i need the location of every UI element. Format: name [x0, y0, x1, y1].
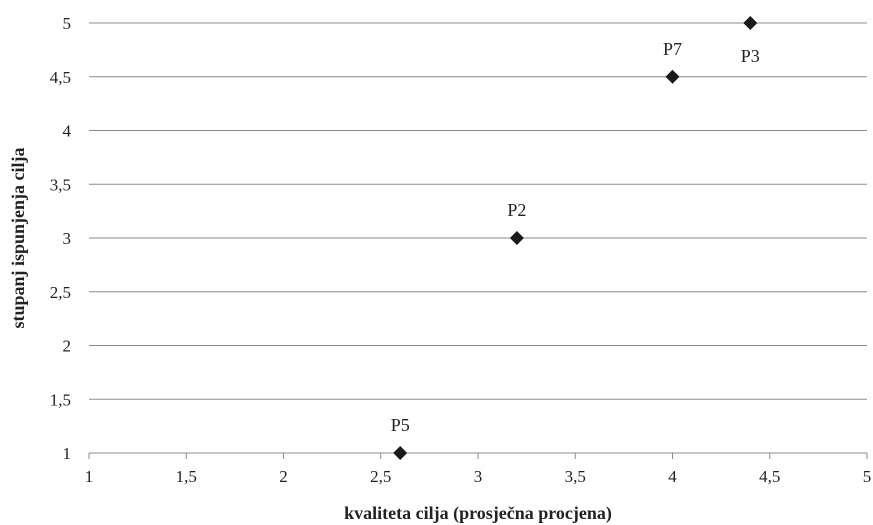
data-point-p5	[393, 446, 408, 460]
point-label: P3	[741, 46, 760, 66]
x-tick-label: 4,5	[759, 467, 780, 486]
y-tick-labels: 1 1,5 2 2,5 3 3,5 4 4,5 5	[50, 14, 72, 463]
data-point-p7	[665, 69, 680, 84]
y-tick-label: 3,5	[50, 175, 71, 194]
y-axis-title: stupanj ispunjenja cilja	[8, 147, 28, 328]
y-tick-label: 2,5	[50, 283, 71, 302]
x-tick-label: 1	[85, 467, 94, 486]
x-tick-label: 2,5	[370, 467, 391, 486]
x-tick-label: 3,5	[565, 467, 586, 486]
point-label: P5	[391, 415, 410, 435]
data-point-p2	[509, 231, 524, 245]
point-labels: P3 P7 P2 P5	[391, 39, 760, 435]
x-tick-label: 2	[279, 467, 288, 486]
y-tick-label: 2	[63, 337, 72, 356]
y-tick-label: 3	[63, 229, 72, 248]
x-tick-label: 3	[474, 467, 483, 486]
y-tick-label: 1	[63, 444, 72, 463]
y-tick-label: 4,5	[50, 68, 71, 87]
y-tick-label: 4	[63, 122, 72, 141]
axes	[88, 452, 868, 459]
x-axis-title: kvaliteta cilja (prosječna procjena)	[344, 503, 612, 524]
y-tick-label: 5	[63, 14, 72, 33]
data-point-p3	[743, 16, 758, 30]
point-label: P2	[507, 200, 526, 220]
point-label: P7	[663, 39, 682, 59]
gridlines	[89, 22, 867, 400]
x-tick-label: 4	[668, 467, 677, 486]
y-tick-label: 1,5	[50, 390, 71, 409]
data-points	[393, 16, 758, 460]
x-tick-labels: 1 1,5 2 2,5 3 3,5 4 4,5 5	[85, 467, 872, 486]
x-tick-label: 1,5	[176, 467, 197, 486]
x-tick-label: 5	[863, 467, 872, 486]
